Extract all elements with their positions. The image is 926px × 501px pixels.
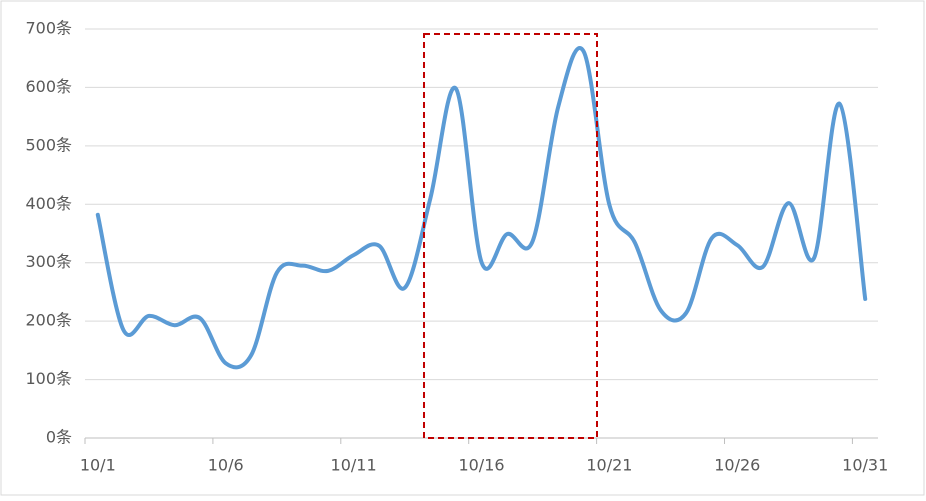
y-tick-label: 600条 [25, 77, 72, 96]
y-tick-label: 200条 [25, 311, 72, 330]
y-tick-label: 700条 [25, 19, 72, 38]
y-tick-label: 300条 [25, 252, 72, 271]
x-tick-label: 10/11 [331, 456, 377, 475]
highlight-box [423, 33, 598, 439]
x-tick-label: 10/16 [458, 456, 504, 475]
y-tick-label: 100条 [25, 369, 72, 388]
data-line [95, 46, 868, 370]
x-tick-label: 10/6 [208, 456, 244, 475]
x-tick-label: 10/26 [714, 456, 760, 475]
x-tick-label: 10/21 [586, 456, 632, 475]
y-tick-label: 500条 [25, 135, 72, 154]
x-tick-label: 10/1 [80, 456, 116, 475]
y-tick-label: 0条 [46, 428, 72, 447]
x-tick-label: 10/31 [842, 456, 888, 475]
plot [95, 46, 868, 370]
y-tick-label: 400条 [25, 194, 72, 213]
